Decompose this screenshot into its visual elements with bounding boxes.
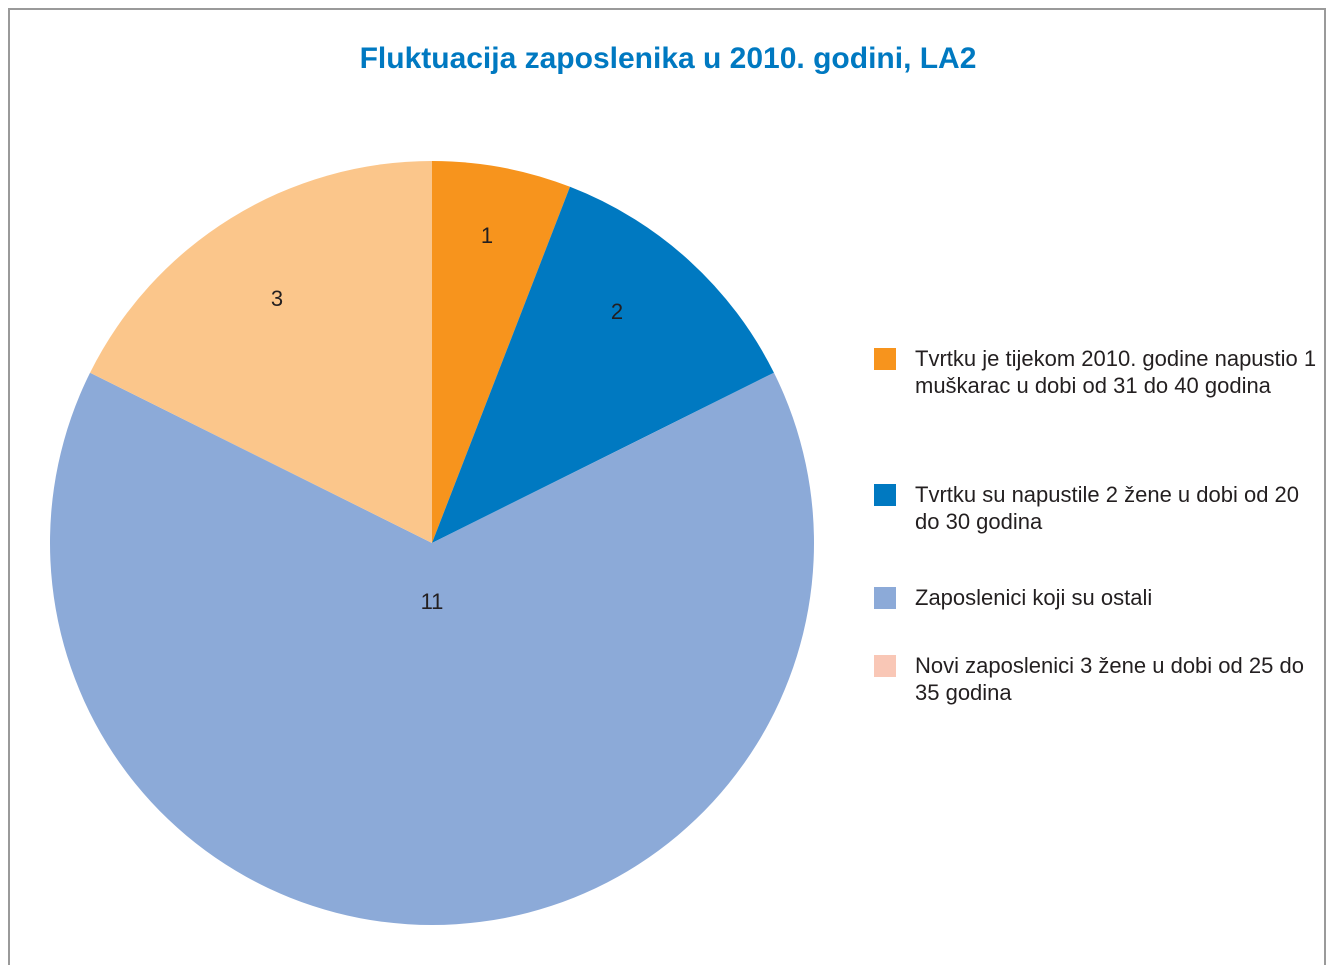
pie-slice xyxy=(432,186,774,544)
chart-title: Fluktuacija zaposlenika u 2010. godini, … xyxy=(360,42,977,75)
pie-slice xyxy=(90,160,433,543)
legend-label: Tvrtku su napustile 2 žene u dobi od 20 … xyxy=(915,482,1300,534)
pie-slice xyxy=(50,372,815,926)
legend-swatch xyxy=(874,655,896,677)
legend-label: Tvrtku je tijekom 2010. godine napustio … xyxy=(915,346,1317,398)
legend-swatch xyxy=(874,587,896,609)
data-label: 1 xyxy=(481,223,493,248)
legend-swatch xyxy=(874,348,896,370)
data-label: 2 xyxy=(611,299,623,324)
chart-frame xyxy=(8,8,1326,965)
legend-swatch xyxy=(874,484,896,506)
pie-slice xyxy=(432,161,570,543)
data-label: 3 xyxy=(271,286,283,311)
legend-label: Zaposlenici koji su ostali xyxy=(915,585,1153,610)
legend-label: Novi zaposlenici 3 žene u dobi od 25 do … xyxy=(915,653,1304,705)
data-label: 11 xyxy=(421,589,444,614)
